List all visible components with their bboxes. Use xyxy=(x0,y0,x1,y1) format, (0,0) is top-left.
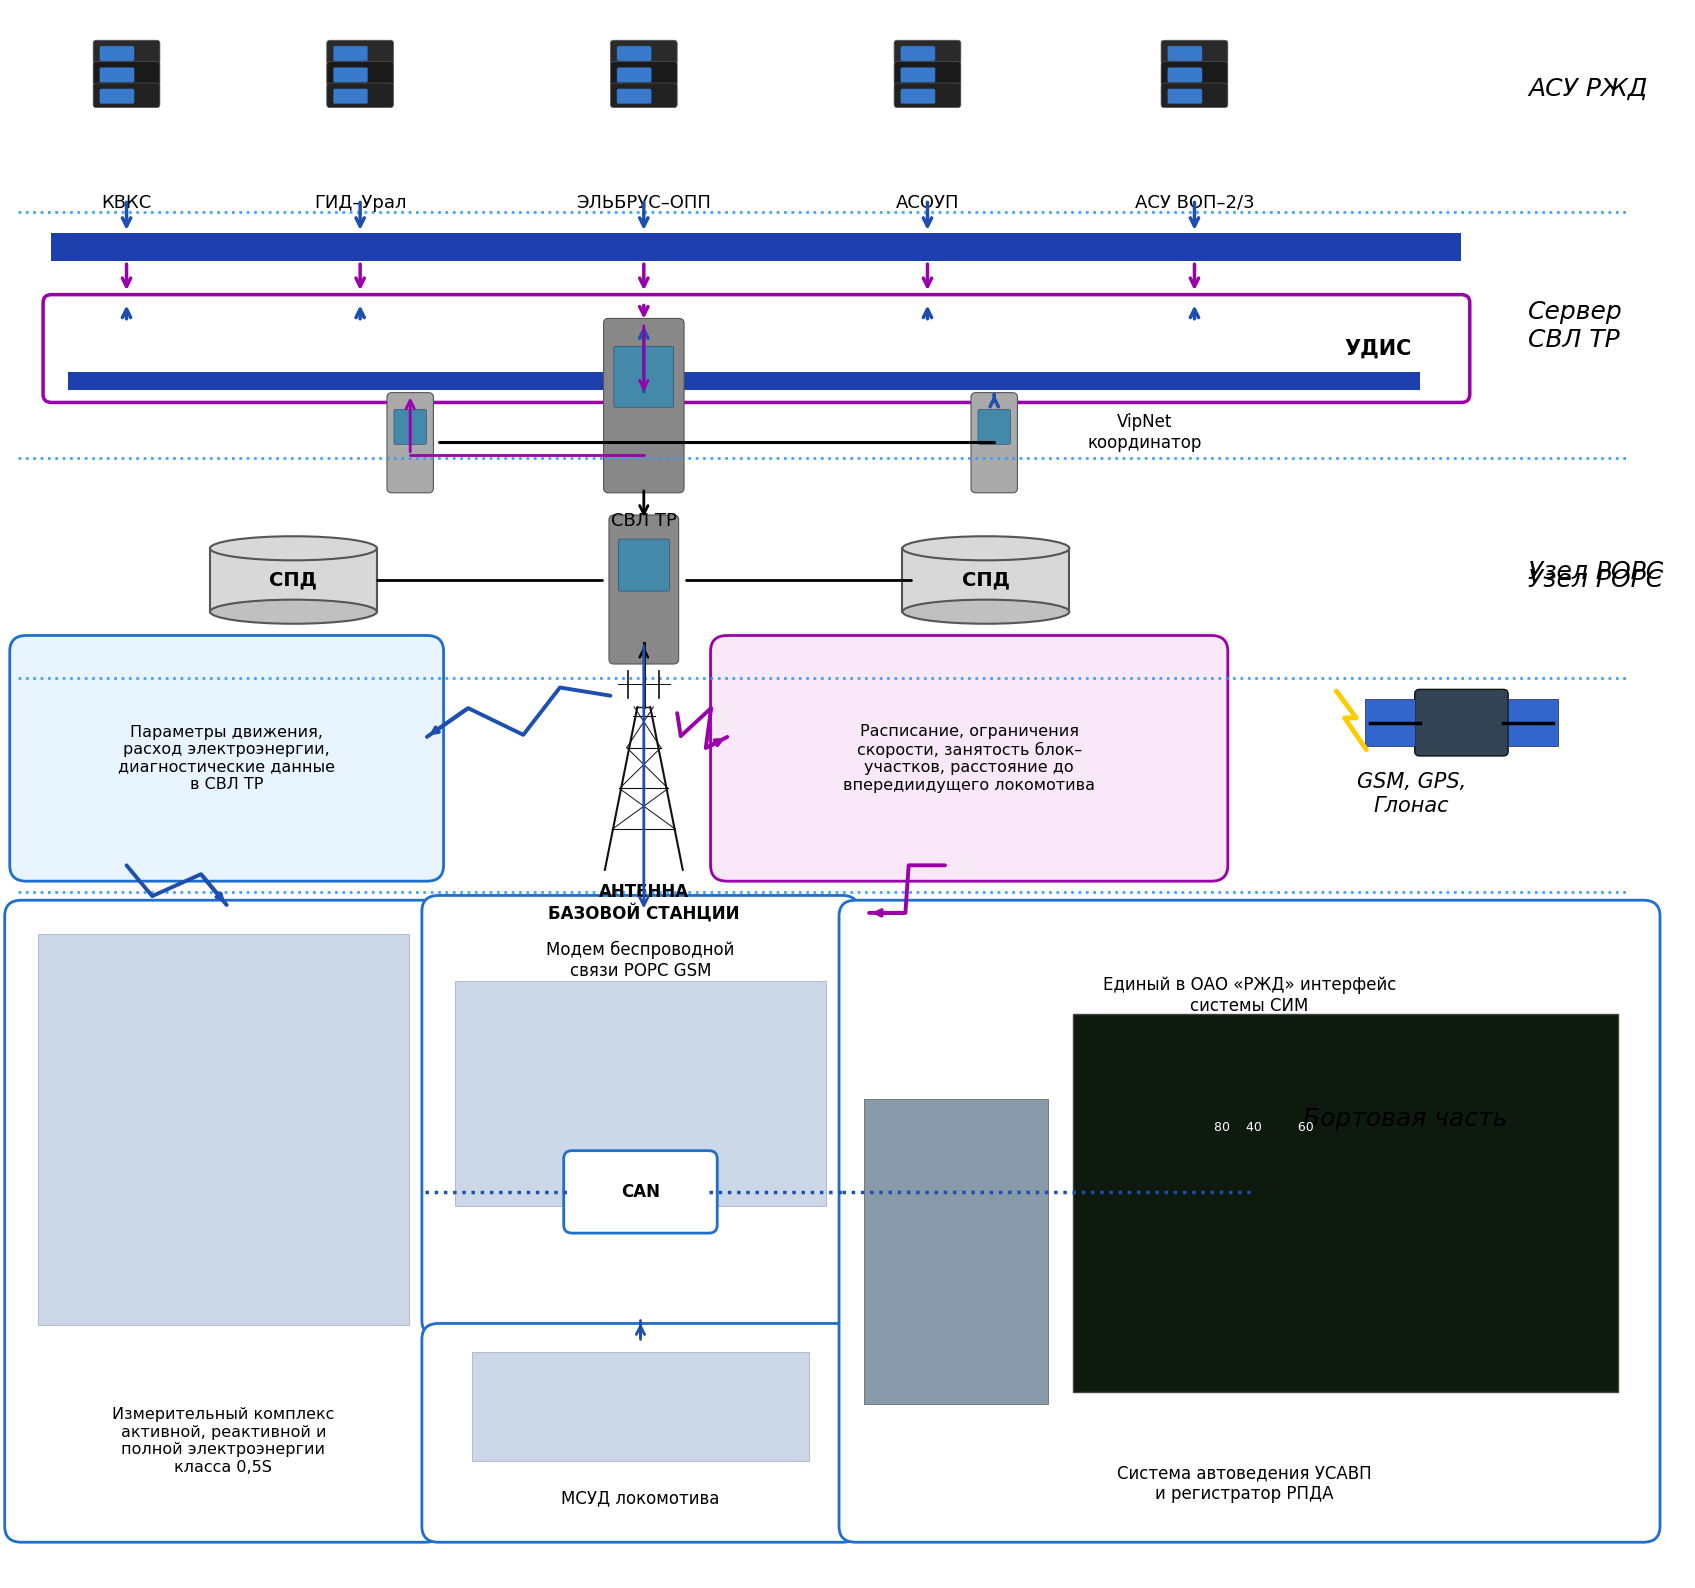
Text: Бортовая часть: Бортовая часть xyxy=(1303,1107,1507,1131)
Text: ЭЛЬБРУС–ОПП: ЭЛЬБРУС–ОПП xyxy=(576,194,712,211)
FancyBboxPatch shape xyxy=(893,83,961,108)
FancyBboxPatch shape xyxy=(1415,689,1509,756)
Text: СПД: СПД xyxy=(270,570,317,589)
Text: УДИС: УДИС xyxy=(1344,338,1412,359)
FancyBboxPatch shape xyxy=(42,295,1470,402)
Text: Узел РОРС: Узел РОРС xyxy=(1529,569,1663,592)
FancyBboxPatch shape xyxy=(327,40,393,65)
FancyBboxPatch shape xyxy=(422,1323,859,1542)
FancyBboxPatch shape xyxy=(37,934,408,1324)
FancyBboxPatch shape xyxy=(5,900,442,1542)
Text: Измерительный комплекс
активной, реактивной и
полной электроэнергии
класса 0,5S: Измерительный комплекс активной, реактив… xyxy=(112,1407,334,1475)
FancyBboxPatch shape xyxy=(564,1151,717,1234)
Text: ГИД–Урал: ГИД–Урал xyxy=(314,194,407,211)
FancyBboxPatch shape xyxy=(971,392,1017,492)
FancyBboxPatch shape xyxy=(1073,1013,1619,1393)
FancyBboxPatch shape xyxy=(93,40,159,65)
FancyBboxPatch shape xyxy=(864,1099,1048,1404)
Ellipse shape xyxy=(210,600,376,624)
FancyBboxPatch shape xyxy=(422,896,859,1336)
FancyBboxPatch shape xyxy=(900,67,936,83)
FancyBboxPatch shape xyxy=(1161,83,1227,108)
FancyBboxPatch shape xyxy=(617,89,651,103)
FancyBboxPatch shape xyxy=(51,294,1378,322)
FancyBboxPatch shape xyxy=(710,635,1227,881)
FancyBboxPatch shape xyxy=(100,46,134,60)
FancyBboxPatch shape xyxy=(19,900,1644,1526)
Text: МСУД локомотива: МСУД локомотива xyxy=(561,1490,720,1507)
FancyBboxPatch shape xyxy=(327,83,393,108)
FancyBboxPatch shape xyxy=(51,233,1461,262)
Text: СПД: СПД xyxy=(963,570,1010,589)
FancyBboxPatch shape xyxy=(1509,699,1558,746)
Text: Модем беспроводной
связи РОРС GSM: Модем беспроводной связи РОРС GSM xyxy=(546,940,734,980)
FancyBboxPatch shape xyxy=(386,392,434,492)
FancyBboxPatch shape xyxy=(1168,67,1202,83)
Text: Узел РОРС: Узел РОРС xyxy=(1529,561,1663,584)
Text: GSM, GPS,
Глонас: GSM, GPS, Глонас xyxy=(1356,772,1466,816)
FancyBboxPatch shape xyxy=(334,46,368,60)
Text: 80    40         60: 80 40 60 xyxy=(1214,1121,1314,1134)
Text: VipNet
координатор: VipNet координатор xyxy=(1086,413,1202,453)
FancyBboxPatch shape xyxy=(68,372,1420,389)
FancyBboxPatch shape xyxy=(900,46,936,60)
FancyBboxPatch shape xyxy=(610,62,678,86)
FancyBboxPatch shape xyxy=(10,635,444,881)
FancyBboxPatch shape xyxy=(393,410,427,445)
FancyBboxPatch shape xyxy=(617,46,651,60)
FancyBboxPatch shape xyxy=(1168,89,1202,103)
Text: CAN: CAN xyxy=(620,1183,659,1201)
FancyBboxPatch shape xyxy=(1364,699,1415,746)
Text: АСУ ВОП–2/3: АСУ ВОП–2/3 xyxy=(1134,194,1254,211)
Text: АНТЕННА
БАЗОВОЙ СТАНЦИИ: АНТЕННА БАЗОВОЙ СТАНЦИИ xyxy=(547,883,739,923)
FancyBboxPatch shape xyxy=(609,515,678,664)
Polygon shape xyxy=(210,548,376,611)
FancyBboxPatch shape xyxy=(614,346,673,407)
Text: Система автоведения УСАВП
и регистратор РПДА: Система автоведения УСАВП и регистратор … xyxy=(1117,1464,1371,1502)
FancyBboxPatch shape xyxy=(219,1080,1403,1459)
Text: Параметры движения,
расход электроэнергии,
диагностические данные
в СВЛ ТР: Параметры движения, расход электроэнерги… xyxy=(119,724,336,792)
FancyBboxPatch shape xyxy=(839,900,1659,1542)
FancyBboxPatch shape xyxy=(1161,62,1227,86)
Ellipse shape xyxy=(902,600,1070,624)
FancyBboxPatch shape xyxy=(100,67,134,83)
Polygon shape xyxy=(902,548,1070,611)
FancyBboxPatch shape xyxy=(893,40,961,65)
FancyBboxPatch shape xyxy=(327,62,393,86)
FancyBboxPatch shape xyxy=(334,67,368,83)
FancyBboxPatch shape xyxy=(471,1353,809,1461)
FancyBboxPatch shape xyxy=(619,538,670,591)
Text: АСУ РЖД: АСУ РЖД xyxy=(1529,76,1648,100)
FancyBboxPatch shape xyxy=(1161,40,1227,65)
FancyBboxPatch shape xyxy=(93,62,159,86)
FancyBboxPatch shape xyxy=(100,89,134,103)
FancyBboxPatch shape xyxy=(456,981,825,1205)
FancyBboxPatch shape xyxy=(893,62,961,86)
Text: КВКС: КВКС xyxy=(102,194,151,211)
Ellipse shape xyxy=(210,537,376,561)
FancyBboxPatch shape xyxy=(93,83,159,108)
Text: СВЛ ТР: СВЛ ТР xyxy=(610,511,676,530)
Text: Расписание, ограничения
скорости, занятость блок–
участков, расстояние до
вперед: Расписание, ограничения скорости, занято… xyxy=(842,724,1095,792)
Ellipse shape xyxy=(902,537,1070,561)
Text: Сервер
СВЛ ТР: Сервер СВЛ ТР xyxy=(1529,300,1622,353)
FancyBboxPatch shape xyxy=(610,40,678,65)
FancyBboxPatch shape xyxy=(617,67,651,83)
FancyBboxPatch shape xyxy=(900,89,936,103)
FancyBboxPatch shape xyxy=(978,410,1010,445)
FancyBboxPatch shape xyxy=(603,319,685,492)
Text: АСОУП: АСОУП xyxy=(895,194,959,211)
FancyBboxPatch shape xyxy=(1168,46,1202,60)
Text: Единый в ОАО «РЖД» интерфейс
системы СИМ: Единый в ОАО «РЖД» интерфейс системы СИМ xyxy=(1103,977,1397,1015)
FancyBboxPatch shape xyxy=(610,83,678,108)
FancyBboxPatch shape xyxy=(334,89,368,103)
